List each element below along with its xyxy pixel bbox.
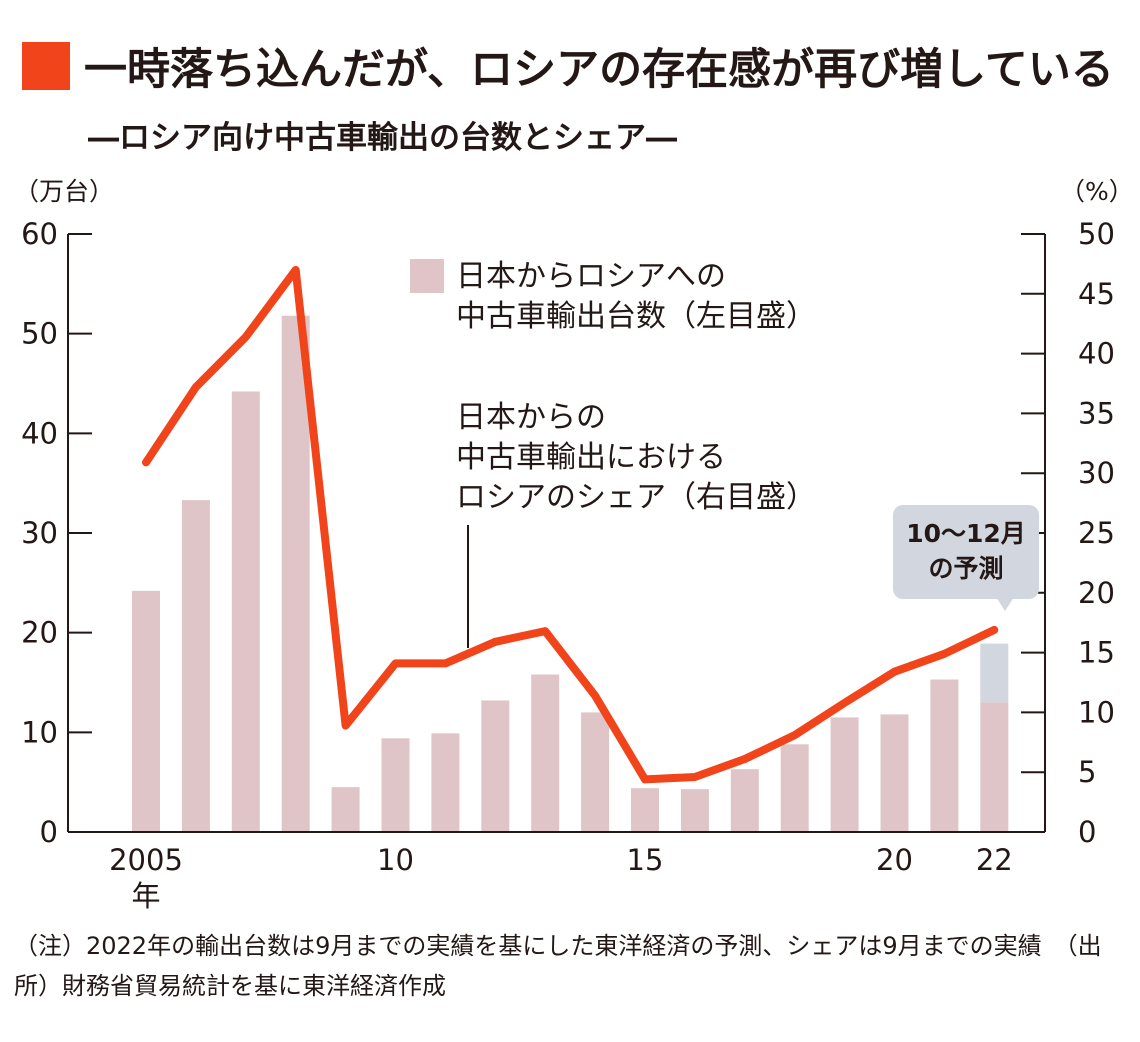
legend-bar-entry: 日本からロシアへの 中古車輸出台数（左目盛） [410,257,816,337]
bar-units-2022 [980,702,1009,832]
right-axis-tick-label: 25 [1078,516,1115,550]
x-axis-suffix: 年 [131,879,160,913]
bar-units-2008 [281,315,310,832]
right-axis-tick-label: 50 [1078,217,1115,251]
bar-units-2011 [431,733,460,832]
right-axis-tick-label: 5 [1078,755,1096,789]
right-axis-tick-label: 10 [1078,695,1115,729]
chart-area: 0 10 20 30 40 50 60 0 5 10 15 20 25 30 35 40 45 50 2005 10 1… [21,217,1115,913]
bar-units-2016 [680,789,709,832]
forecast-callout-pointer [996,597,1014,611]
bar-units-2018 [780,744,809,832]
x-axis-label-2022: 22 [976,843,1013,877]
left-axis-unit: （万台） [14,177,115,206]
x-axis-label-2005: 2005 [109,843,183,877]
legend-bar-swatch [410,259,444,293]
left-axis-tick-label: 0 [40,815,58,849]
right-axis-tick-label: 45 [1078,277,1115,311]
title-text: 一時落ち込んだが、ロシアの存在感が再び増している [84,45,1114,95]
bar-units-2019 [830,717,859,832]
left-axis-tick-label: 10 [21,715,58,749]
bar-units-2017 [730,769,759,832]
forecast-callout: 10〜12月 の予測 [893,505,1039,599]
left-axis-tick-label: 60 [21,217,58,251]
bar-units-2020 [880,714,909,832]
footnote: （注）2022年の輸出台数は9月までの実績を基にした東洋経済の予測、シェアは9月… [14,932,1102,1000]
chart-subtitle: ―ロシア向け中古車輸出の台数とシェア― [88,120,677,156]
left-axis-tick-label: 30 [21,516,58,550]
right-axis-tick-label: 35 [1078,396,1115,430]
chart-title: 一時落ち込んだが、ロシアの存在感が再び増している [22,38,1114,95]
left-axis-tick-label: 20 [21,616,58,650]
bar-units-2010 [381,738,410,832]
right-axis-tick-label: 20 [1078,576,1115,610]
x-axis-label-2020: 20 [876,843,913,877]
right-axis-tick-label: 40 [1078,337,1115,371]
right-axis-tick-label: 30 [1078,456,1115,490]
bar-units-2006 [181,500,210,832]
bar-units-2021 [930,679,959,832]
legend-bar-label: 日本からロシアへの 中古車輸出台数（左目盛） [456,257,816,337]
bar-units-2013 [531,674,560,832]
title-marker-square [22,42,70,90]
forecast-callout-line1: 10〜12月 [906,519,1026,548]
bar-units-2012 [481,700,510,832]
legend-bar-label-line2: 中古車輸出台数（左目盛） [456,299,816,334]
x-axis-label-2015: 15 [627,843,664,877]
legend-line-label-line3: ロシアのシェア（右目盛） [456,480,816,515]
forecast-callout-line2: の予測 [928,554,1004,583]
bar-forecast-2022 [980,643,1009,703]
legend-bar-label-line1: 日本からロシアへの [456,259,726,294]
bar-units-2005 [132,590,160,832]
x-axis-label-2010: 10 [377,843,414,877]
left-axis-tick-label: 50 [21,317,58,351]
bar-units-2015 [631,788,659,832]
legend-line-label: 日本からの 中古車輸出における ロシアのシェア（右目盛） [456,398,816,518]
right-axis-tick-label: 15 [1078,636,1115,670]
bar-units-2009 [331,787,360,832]
bar-units-2007 [231,391,260,832]
bar-units-2014 [581,712,610,832]
left-axis-tick-label: 40 [21,416,58,450]
share-line [142,265,999,784]
legend-line-label-line1: 日本からの [456,400,606,435]
right-axis-tick-label: 0 [1078,815,1096,849]
right-axis-unit: （%） [1060,177,1134,206]
legend-line-label-line2: 中古車輸出における [456,440,726,475]
